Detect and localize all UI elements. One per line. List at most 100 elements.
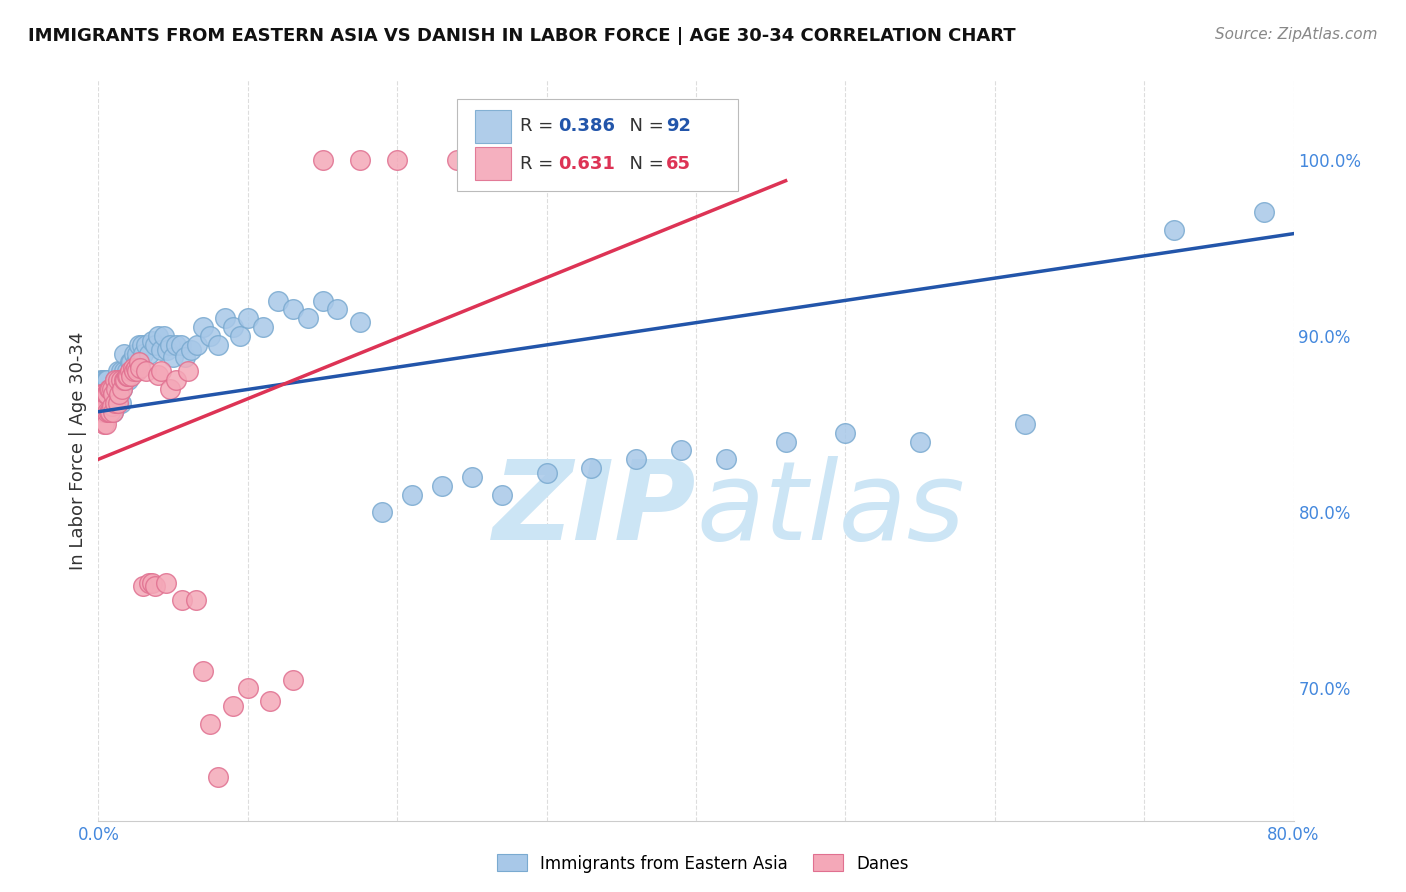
Point — [121, 364, 143, 378]
Point — [114, 373, 136, 387]
Point — [107, 396, 129, 410]
Point — [97, 405, 120, 419]
Point — [101, 400, 124, 414]
Point — [98, 405, 122, 419]
Point — [141, 334, 163, 348]
Point — [132, 346, 155, 360]
Point — [155, 575, 177, 590]
Point — [90, 387, 112, 401]
Point — [259, 694, 281, 708]
Point — [159, 382, 181, 396]
Point — [115, 369, 138, 384]
Point — [120, 369, 142, 384]
Point — [536, 467, 558, 481]
Point — [118, 364, 141, 378]
Point — [93, 387, 115, 401]
Point — [200, 716, 222, 731]
Point — [110, 364, 132, 378]
Point — [184, 593, 207, 607]
Point — [94, 405, 117, 419]
Point — [207, 770, 229, 784]
Point — [148, 329, 170, 343]
Point — [98, 405, 122, 419]
Point — [96, 387, 118, 401]
Point — [105, 373, 128, 387]
Point — [128, 355, 150, 369]
Text: atlas: atlas — [696, 456, 965, 563]
Point — [446, 153, 468, 167]
Point — [127, 364, 149, 378]
Point — [94, 387, 117, 401]
Point — [311, 153, 333, 167]
Point — [281, 673, 304, 687]
Point — [93, 417, 115, 431]
Point — [93, 405, 115, 419]
Point — [138, 575, 160, 590]
Point — [103, 405, 125, 419]
Point — [229, 329, 252, 343]
Point — [101, 382, 124, 396]
Point — [222, 320, 245, 334]
Point — [169, 337, 191, 351]
Text: IMMIGRANTS FROM EASTERN ASIA VS DANISH IN LABOR FORCE | AGE 30-34 CORRELATION CH: IMMIGRANTS FROM EASTERN ASIA VS DANISH I… — [28, 27, 1015, 45]
Point — [125, 360, 148, 375]
Point — [281, 302, 304, 317]
Text: 0.386: 0.386 — [558, 118, 616, 136]
Point — [180, 343, 202, 357]
Point — [91, 405, 114, 419]
Text: Source: ZipAtlas.com: Source: ZipAtlas.com — [1215, 27, 1378, 42]
Point — [153, 329, 176, 343]
Point — [165, 337, 187, 351]
Point — [349, 153, 371, 167]
Point — [430, 479, 453, 493]
Point — [91, 387, 114, 401]
Text: ZIP: ZIP — [492, 456, 696, 563]
Point — [118, 355, 141, 369]
Point — [94, 387, 117, 401]
Point — [714, 452, 737, 467]
Point — [97, 405, 120, 419]
Point — [371, 505, 394, 519]
Point — [297, 311, 319, 326]
Point — [104, 373, 127, 387]
Point — [311, 293, 333, 308]
Point — [626, 452, 648, 467]
Point — [125, 355, 148, 369]
Point — [124, 364, 146, 378]
Point — [128, 337, 150, 351]
Point — [91, 373, 114, 387]
Point — [177, 364, 200, 378]
Text: 92: 92 — [666, 118, 692, 136]
Point — [156, 343, 179, 357]
Point — [491, 487, 513, 501]
Point — [96, 405, 118, 419]
Point — [107, 373, 129, 387]
Point — [110, 396, 132, 410]
Point — [94, 417, 117, 431]
Point — [506, 153, 529, 167]
Point — [107, 364, 129, 378]
Point — [775, 434, 797, 449]
Point — [236, 681, 259, 696]
Text: N =: N = — [619, 155, 669, 173]
Point — [148, 368, 170, 382]
Point — [908, 434, 931, 449]
Point — [834, 425, 856, 440]
Point — [150, 364, 173, 378]
Text: 65: 65 — [666, 155, 692, 173]
Point — [105, 382, 128, 396]
Point — [103, 387, 125, 401]
Point — [1163, 223, 1185, 237]
Point — [127, 346, 149, 360]
Point — [117, 369, 139, 384]
FancyBboxPatch shape — [475, 110, 510, 143]
Point — [135, 364, 157, 378]
FancyBboxPatch shape — [457, 99, 738, 191]
Point — [117, 373, 139, 387]
Point — [162, 350, 184, 364]
Point — [121, 360, 143, 375]
Point — [252, 320, 274, 334]
Point — [96, 373, 118, 387]
Point — [135, 337, 157, 351]
Point — [120, 355, 142, 369]
